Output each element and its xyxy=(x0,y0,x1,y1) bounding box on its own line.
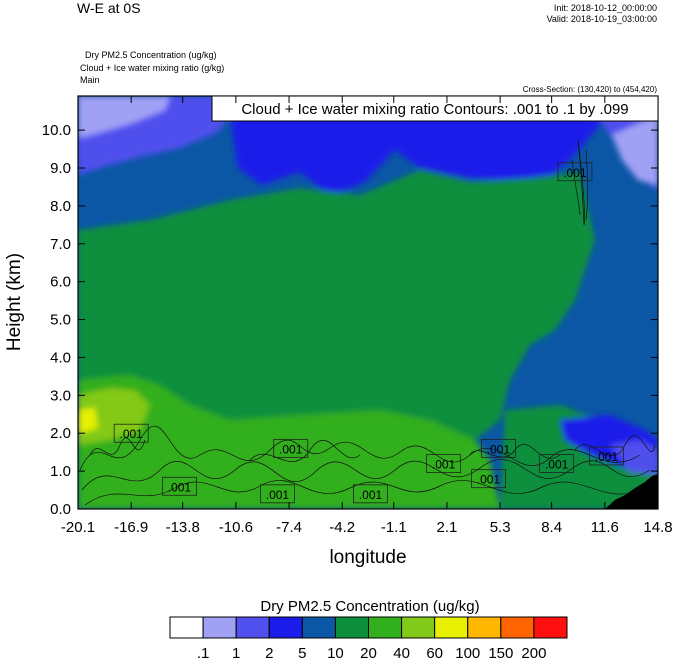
contour-label: .001 xyxy=(595,450,619,464)
contour-label-box xyxy=(426,454,462,473)
contour-label: .001 xyxy=(120,427,144,441)
y-axis-label: Height (km) xyxy=(4,253,25,351)
contour-label-box xyxy=(353,484,388,504)
contour-label: .001 xyxy=(266,488,290,502)
terrain xyxy=(605,474,658,509)
y-axis: 0.0 1.0 2.0 3.0 4.0 5.0 6.0 7.0 8.0 9.0 10.0 xyxy=(42,122,658,518)
contour-labels: .001 .001 .001 .001 .001 .001 .001 .001 .001 .001… xyxy=(113,162,624,504)
colorbar: .1 1 2 5 10 20 40 60 100 150 200 xyxy=(169,616,568,662)
field-label-pm25: Dry PM2.5 Concentration (ug/kg) xyxy=(85,50,217,60)
y-tick-label: 9.0 xyxy=(50,160,71,177)
contour-label-box xyxy=(260,484,295,504)
colorbar-swatch xyxy=(334,616,369,639)
colorbar-label: 10 xyxy=(327,645,344,662)
y-tick-label: 3.0 xyxy=(50,387,71,404)
field-label-main: Main xyxy=(80,75,100,85)
contour-label: .001 xyxy=(487,442,511,456)
x-axis: -20.1 -16.9 -13.8 -10.6 -7.4 -4.2 -1.1 2.1 5.3 8.… xyxy=(61,96,673,536)
contour-title-box: Cloud + Ice water mixing ratio Contours:… xyxy=(211,95,659,122)
contour-label: .001 xyxy=(359,488,383,502)
y-tick-label: 2.0 xyxy=(50,425,71,442)
x-tick-label: -13.8 xyxy=(166,519,200,536)
colorbar-label: 20 xyxy=(360,645,377,662)
colorbar-label: 150 xyxy=(488,645,513,662)
colorbar-swatch xyxy=(434,616,469,639)
colorbar-swatch xyxy=(235,616,270,639)
contour-label: .001 xyxy=(432,458,456,472)
colorbar-swatch xyxy=(202,616,237,639)
y-tick-label: 7.0 xyxy=(50,236,71,253)
x-tick-label: 11.6 xyxy=(591,519,619,536)
colorbar-label: 100 xyxy=(455,645,480,662)
colorbar-label: 60 xyxy=(426,645,443,662)
colorbar-swatch xyxy=(401,616,436,639)
x-tick-label: -7.4 xyxy=(276,519,302,536)
cloud-contours xyxy=(79,139,656,506)
colorbar-swatch xyxy=(467,616,502,639)
colorbar-swatch xyxy=(301,616,336,639)
cross-section-label: Cross-Section: (130,420) to (454,420) xyxy=(522,85,657,94)
field-label-cloud: Cloud + Ice water mixing ratio (g/kg) xyxy=(80,63,225,73)
y-tick-label: 5.0 xyxy=(50,312,71,329)
colorbar-label: 40 xyxy=(393,645,410,662)
y-tick-label: 0.0 xyxy=(50,501,71,518)
colorbar-swatch xyxy=(533,616,568,639)
contour-label-box xyxy=(481,438,516,458)
x-tick-label: -1.1 xyxy=(381,519,407,536)
pm25-field xyxy=(78,96,658,509)
y-tick-label: 4.0 xyxy=(50,349,71,366)
contour-label-box xyxy=(589,446,624,466)
colorbar-title: Dry PM2.5 Concentration (ug/kg) xyxy=(260,598,479,615)
x-tick-label: -20.1 xyxy=(61,519,95,536)
colorbar-swatch xyxy=(268,616,303,639)
colorbar-label: 200 xyxy=(521,645,546,662)
colorbar-label: 2 xyxy=(265,645,273,662)
contour-label: .001 xyxy=(279,442,303,456)
contour-label-box xyxy=(539,454,575,473)
plot-title: W-E at 0S xyxy=(77,0,141,16)
init-time: Init: 2018-10-12_00:00:00 xyxy=(553,3,657,13)
x-tick-label: -16.9 xyxy=(114,519,148,536)
valid-time: Valid: 2018-10-19_03:00:00 xyxy=(546,14,657,24)
x-tick-label: -4.2 xyxy=(329,519,355,536)
colorbar-swatch xyxy=(368,616,403,639)
colorbar-swatch xyxy=(500,616,535,639)
x-tick-label: 14.8 xyxy=(643,519,672,536)
contour-label-box xyxy=(471,469,506,489)
contour-label: .001 xyxy=(168,480,192,494)
contour-label-box xyxy=(273,438,309,458)
colorbar-label: .1 xyxy=(197,645,210,662)
y-tick-label: 10.0 xyxy=(42,122,71,139)
contour-title: Cloud + Ice water mixing ratio Contours:… xyxy=(241,101,628,118)
contour-label-box xyxy=(113,423,149,443)
contour-label: .001 xyxy=(563,166,587,180)
colorbar-label: 5 xyxy=(298,645,306,662)
x-tick-label: 8.4 xyxy=(541,519,562,536)
contour-label-box xyxy=(557,162,593,182)
contour-label: .001 xyxy=(545,458,569,472)
colorbar-swatch xyxy=(169,616,204,639)
x-tick-label: 2.1 xyxy=(437,519,458,536)
contour-label-box xyxy=(161,476,197,496)
contour-label: .001 xyxy=(477,473,501,487)
x-tick-label: -10.6 xyxy=(219,519,253,536)
x-axis-label: longitude xyxy=(329,547,406,568)
x-tick-label: 5.3 xyxy=(490,519,511,536)
y-tick-label: 6.0 xyxy=(50,274,71,291)
y-tick-label: 8.0 xyxy=(50,198,71,215)
y-tick-label: 1.0 xyxy=(50,463,71,480)
colorbar-label: 1 xyxy=(232,645,240,662)
